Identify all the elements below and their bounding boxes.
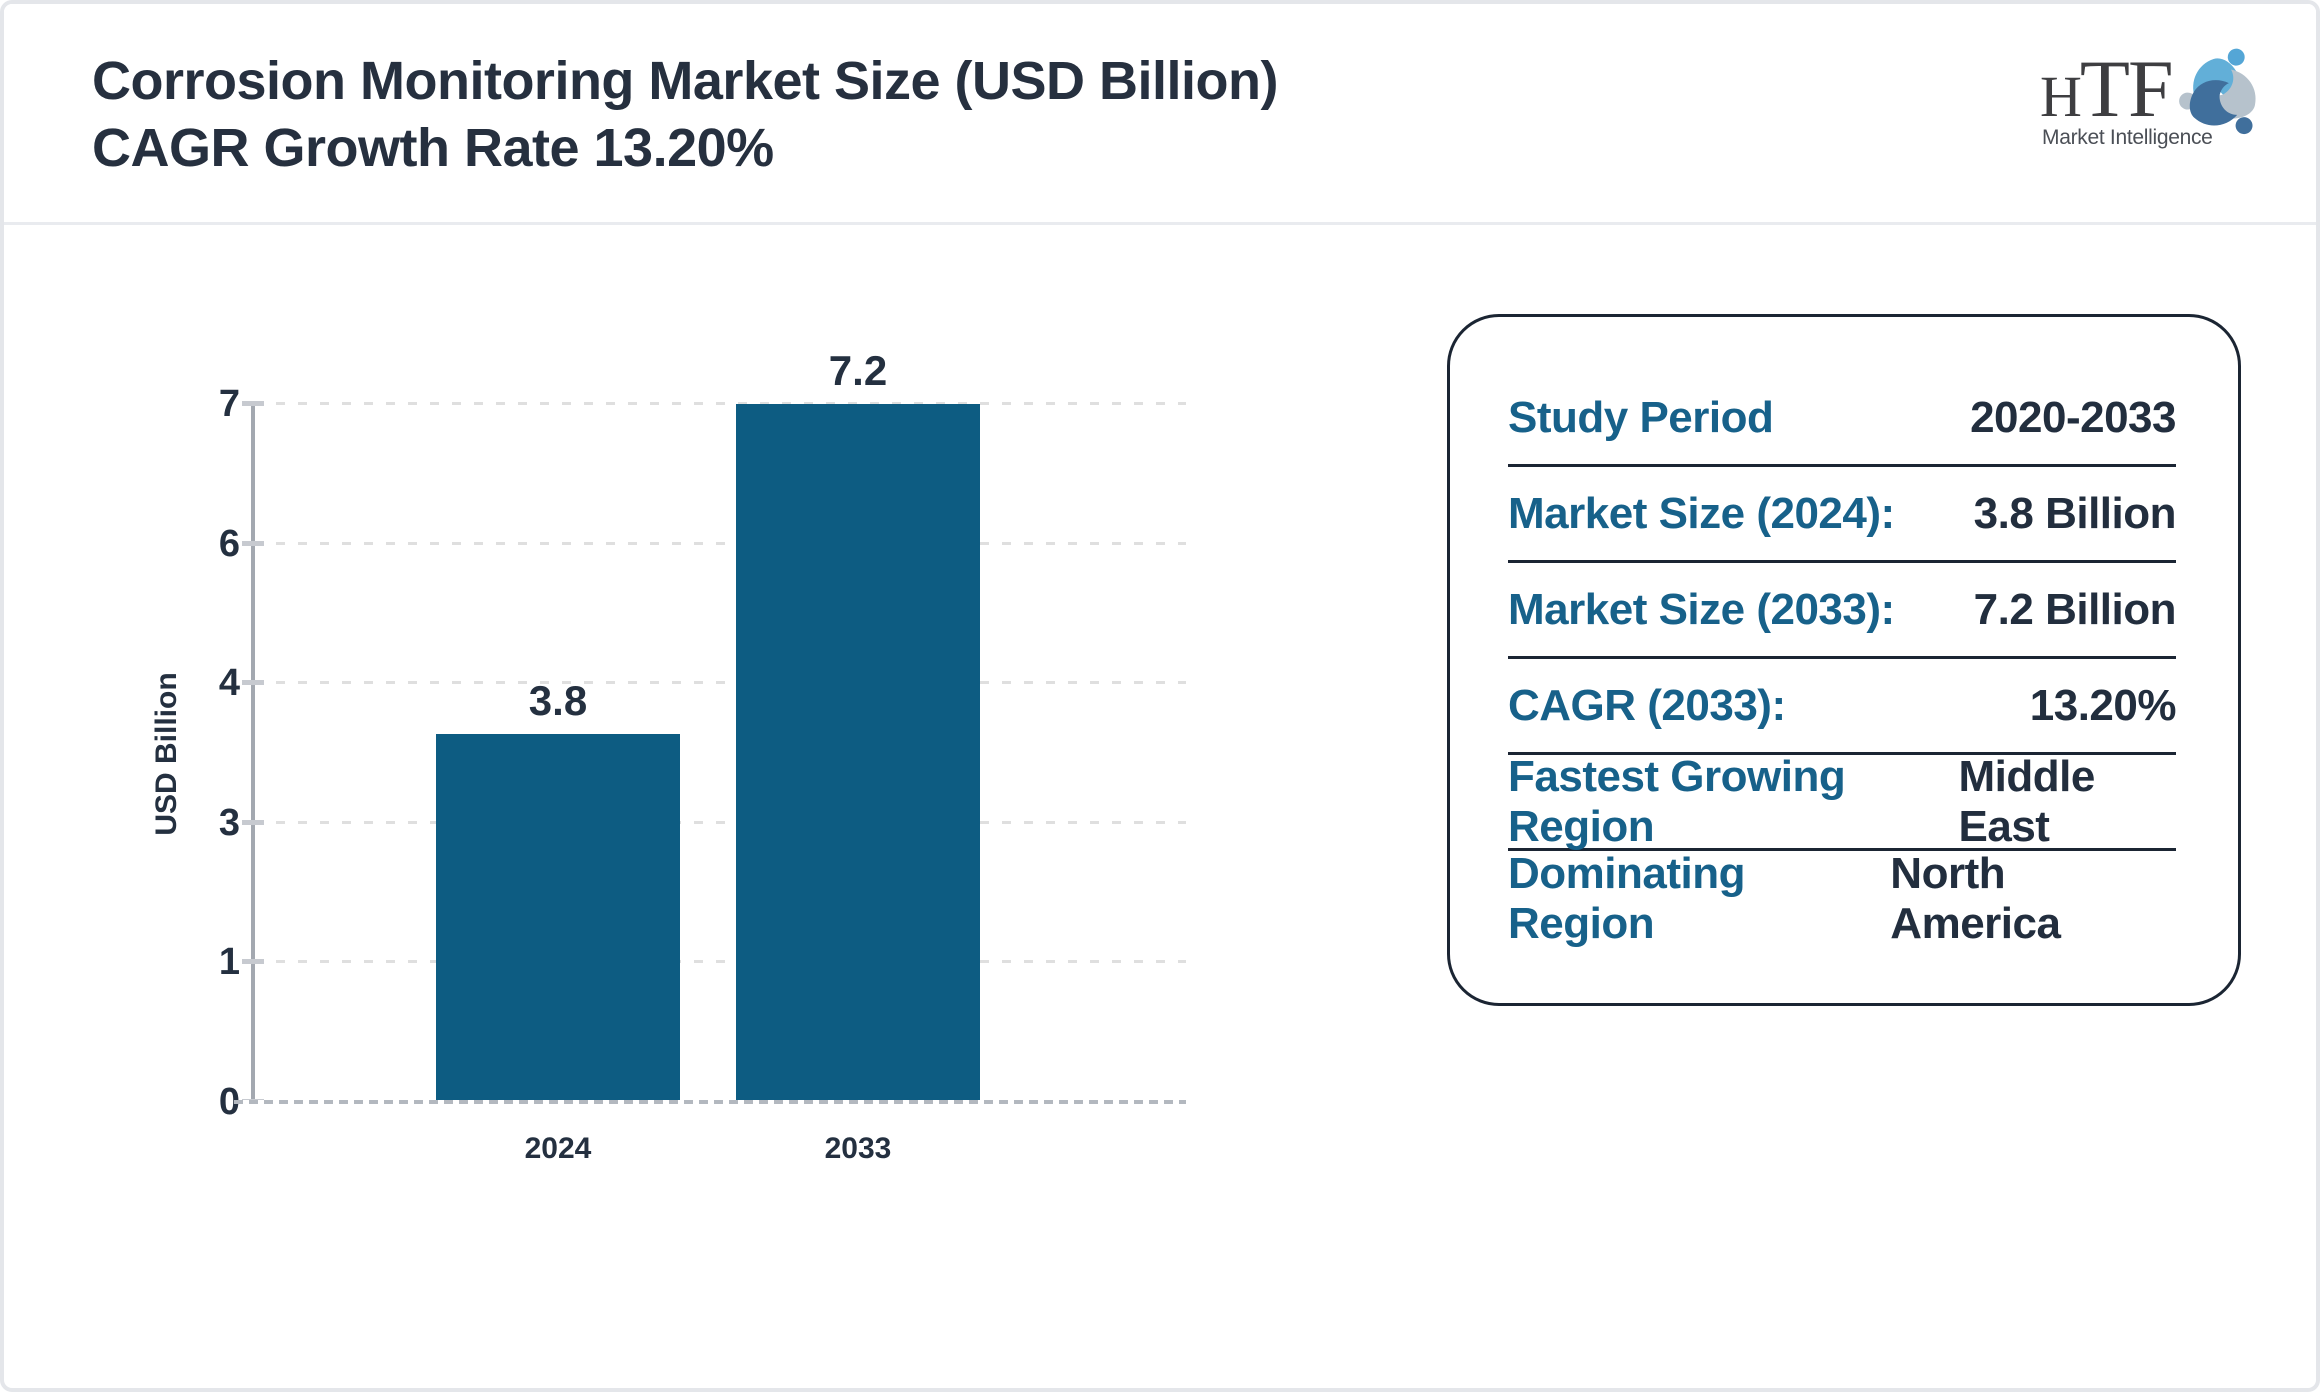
panel-row-dominating-region: Dominating Region North America [1508,849,2176,948]
panel-row-value: 13.20% [2029,680,2177,730]
header: Corrosion Monitoring Market Size (USD Bi… [4,4,2316,222]
y-tick-label: 6 [218,522,240,565]
htf-wordmark-tf: TF [2079,43,2174,134]
panel-row-value: 3.8 Billion [1973,488,2177,538]
panel-row-label: CAGR (2033): [1508,680,1786,730]
gridline [254,541,1186,545]
bar-chart-plot-area: 3.8 2024 7.2 2033 0 1 3 4 6 7 [219,350,1186,1165]
panel-row-cagr: CAGR (2033): 13.20% [1508,659,2177,755]
panel-row-fastest-growing-region: Fastest Growing Region Middle East [1508,751,2176,851]
y-tick-label: 7 [218,383,240,425]
y-tick-label: 1 [218,941,240,984]
y-tick-label: 4 [218,662,240,705]
htf-swirl-icon [2179,48,2256,135]
bar-2024 [436,733,680,1102]
panel-row-value: Middle East [1958,751,2096,851]
x-tick-label: 2033 [824,1132,892,1165]
htf-wordmark: H TF [2040,43,2174,134]
htf-logo: H TF Market Intelligence [2036,32,2268,182]
page-title: Corrosion Monitoring Market Size (USD Bi… [92,48,1279,182]
panel-row-market-size-2033: Market Size (2033): 7.2 Billion [1508,563,2177,659]
y-tick-mark [242,959,264,965]
htf-tagline: Market Intelligence [2042,126,2213,149]
header-divider [4,222,2316,225]
bar-value-label: 7.2 [828,347,888,394]
panel-row-market-size-2024: Market Size (2024): 3.8 Billion [1508,467,2177,563]
panel-row-label: Fastest Growing Region [1508,751,1846,851]
page-title-line1: Corrosion Monitoring Market Size (USD Bi… [92,51,1279,111]
panel-row-label: Dominating Region [1508,849,1745,948]
y-tick-label: 3 [218,801,240,844]
y-axis-line [251,404,255,1104]
gridline [254,960,1186,964]
bars-group: 3.8 2024 7.2 2033 [254,350,1162,1165]
bar-value-label: 3.8 [528,676,588,724]
y-tick-mark [242,401,264,406]
panel-row-study-period: Study Period 2020-2033 [1508,371,2176,467]
y-tick-mark [242,540,264,546]
panel-row-value: 7.2 Billion [1973,584,2177,634]
gridline [254,820,1186,824]
panel-row-label: Market Size (2024): [1508,488,1895,538]
y-tick-mark [242,819,264,825]
htf-wordmark-h: H [2040,64,2082,129]
y-axis-title: USD Billion [150,672,183,836]
page-title-line2: CAGR Growth Rate 13.20% [92,118,774,178]
bar-column-2033: 7.2 2033 [736,350,980,1165]
y-tick-mark [242,680,264,686]
gridline [254,681,1186,685]
x-axis-baseline [234,1100,1186,1104]
panel-row-label: Study Period [1508,392,1774,442]
x-tick-label: 2024 [524,1132,592,1165]
gridline [254,402,1186,405]
bar-2033 [736,404,980,1102]
panel-row-label: Market Size (2033): [1508,584,1895,634]
panel-row-value: North America [1890,849,2061,948]
bar-column-2024: 3.8 2024 [436,404,680,1165]
panel-row-value: 2020-2033 [1970,392,2176,442]
summary-panel: Study Period 2020-2033 Market Size (2024… [1447,314,2241,1006]
y-tick-label: 0 [218,1081,240,1123]
